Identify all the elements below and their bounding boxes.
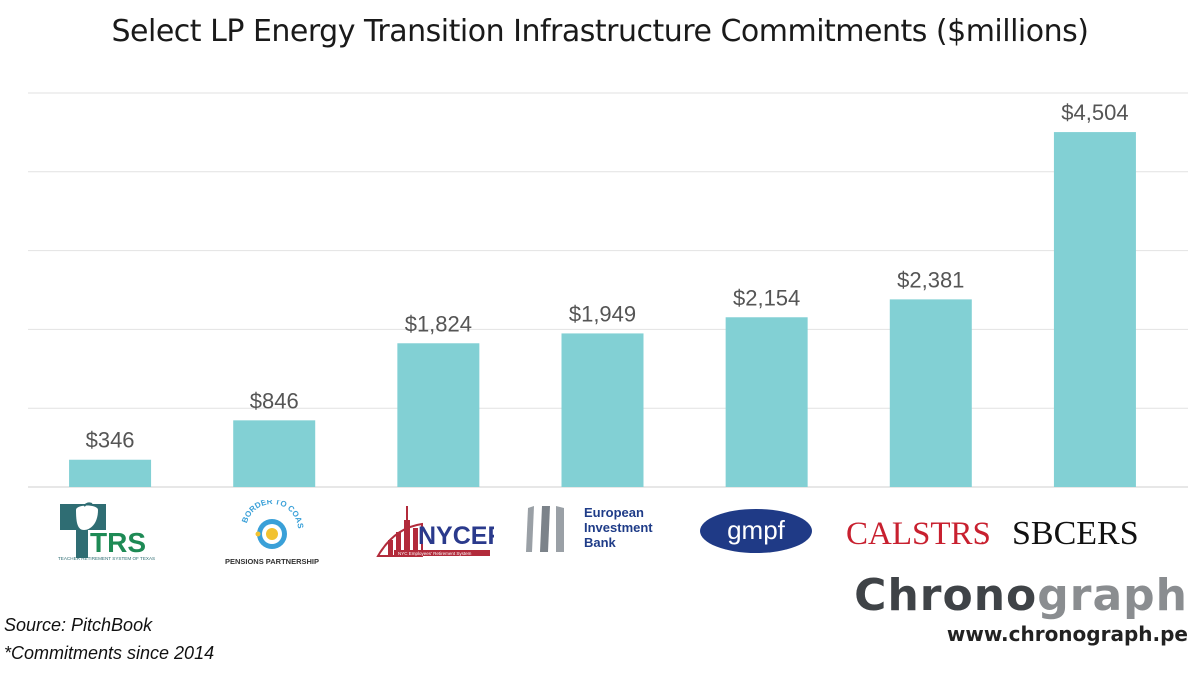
eib-line-3: Bank (584, 535, 617, 550)
nycers-skyline-icon: NYCERS NYC Employees' Retirement System (376, 506, 494, 557)
sbcers-wordmark-svg: SBCERS (1012, 515, 1139, 552)
bar-value-label: $1,824 (405, 311, 472, 336)
source-text: Source: PitchBook (4, 615, 153, 635)
bar-gmpf (725, 317, 808, 487)
trs-wordmark: TRS (90, 527, 146, 558)
trs-apple-icon: TRS TEACHER RETIREMENT SYSTEM OF TEXAS (58, 502, 155, 561)
chronograph-logo: Chronograph (854, 570, 1188, 621)
bar-border-to-coast (233, 420, 316, 487)
nycers-subtitle: NYC Employees' Retirement System (398, 551, 472, 556)
logo-european-investment-bank: European Investment Bank (522, 500, 672, 558)
eib-bars-icon: European Investment Bank (526, 505, 653, 552)
bar-value-label: $1,949 (569, 301, 636, 326)
logo-nycers: NYCERS NYC Employees' Retirement System (374, 498, 494, 562)
bar-value-label: $2,381 (897, 267, 964, 292)
calstrs-wordmark: CALSTRS (846, 516, 991, 552)
bar-calstrs (889, 299, 972, 487)
website-url[interactable]: www.chronograph.pe (946, 622, 1188, 646)
calstrs-dot: . (980, 527, 985, 549)
bar-value-label: $346 (86, 428, 135, 453)
nycers-wordmark: NYCERS (418, 522, 494, 550)
border-to-coast-emblem: BORDER TO COAST PENSIONS PARTNERSHIP (222, 500, 319, 566)
eib-line-1: European (584, 505, 644, 520)
gmpf-wordmark: gmpf (727, 515, 786, 545)
bar-value-label: $846 (250, 388, 299, 413)
logo-border-to-coast: BORDER TO COAST PENSIONS PARTNERSHIP (222, 500, 322, 570)
bar-nycers (397, 343, 480, 487)
logo-calstrs: CALSTRS . (842, 506, 992, 554)
gmpf-oval-icon: gmpf (700, 509, 812, 553)
logo-sbcers: SBCERS (1008, 506, 1158, 554)
logo-gmpf: gmpf (696, 506, 816, 556)
sbcers-wordmark: SBCERS (1012, 515, 1139, 552)
brand-part-1: Chrono (854, 570, 1038, 621)
eib-line-2: Investment (584, 520, 653, 535)
border-to-coast-bottom-text: PENSIONS PARTNERSHIP (225, 557, 319, 566)
bar-european-investment-bank (561, 333, 644, 487)
calstrs-wordmark-svg: CALSTRS . (846, 516, 991, 552)
bar-value-label: $2,154 (733, 285, 800, 310)
chart-title: Select LP Energy Transition Infrastructu… (111, 14, 1089, 49)
footnote-text: *Commitments since 2014 (4, 643, 215, 663)
bar-value-label: $4,504 (1061, 100, 1128, 125)
trs-subtitle: TEACHER RETIREMENT SYSTEM OF TEXAS (58, 556, 155, 561)
bar-trs (69, 459, 152, 487)
brand-part-2: graph (1037, 570, 1188, 621)
bar-chart: $346 $846 $1,824 $1,949 $2,154 $2,381 $4,504 (28, 92, 1188, 488)
logo-trs: TRS TEACHER RETIREMENT SYSTEM OF TEXAS (54, 500, 164, 562)
bar-sbcers (1053, 132, 1136, 488)
